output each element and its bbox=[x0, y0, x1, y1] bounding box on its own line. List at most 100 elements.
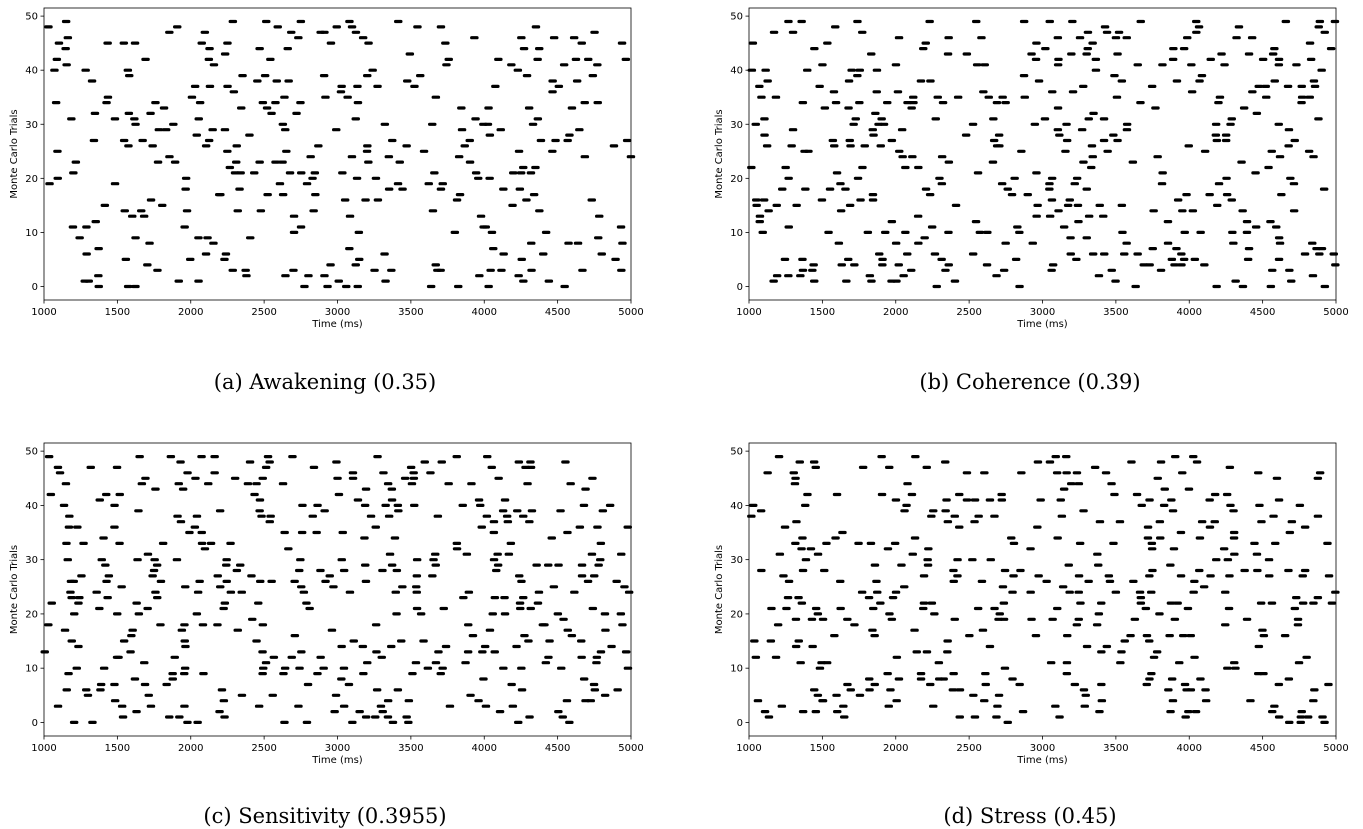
spike-marker bbox=[1197, 520, 1207, 524]
spike-marker bbox=[1087, 144, 1097, 148]
spike-marker bbox=[258, 101, 268, 105]
subfigure-caption: (a) Awakening (0.35) bbox=[214, 370, 436, 394]
spike-marker bbox=[526, 606, 535, 611]
spike-marker bbox=[1089, 111, 1098, 115]
spike-marker bbox=[1163, 241, 1173, 245]
spike-marker bbox=[442, 63, 451, 67]
spike-marker bbox=[482, 514, 492, 518]
spike-marker bbox=[330, 710, 339, 714]
spike-marker bbox=[278, 482, 288, 486]
spike-marker bbox=[217, 688, 227, 692]
spike-marker bbox=[1100, 25, 1110, 29]
spike-marker bbox=[943, 520, 953, 524]
spike-marker bbox=[1088, 252, 1098, 256]
spike-marker bbox=[303, 682, 313, 687]
spike-marker bbox=[220, 715, 229, 719]
spike-marker bbox=[836, 182, 845, 186]
spike-marker bbox=[232, 160, 241, 164]
spike-marker bbox=[1324, 574, 1334, 578]
spike-marker bbox=[515, 187, 525, 191]
spike-marker bbox=[937, 257, 946, 261]
spike-marker bbox=[941, 460, 950, 464]
spike-marker bbox=[1033, 460, 1043, 464]
spike-marker bbox=[594, 236, 603, 240]
spike-marker bbox=[53, 176, 62, 180]
spike-marker bbox=[899, 274, 908, 278]
spike-marker bbox=[1067, 482, 1076, 486]
spike-marker bbox=[471, 117, 480, 121]
spike-marker bbox=[497, 268, 506, 272]
spike-marker bbox=[914, 241, 923, 245]
subfigure-caption: (b) Coherence (0.39) bbox=[919, 370, 1140, 394]
spike-marker bbox=[1019, 19, 1029, 24]
spike-marker bbox=[373, 198, 383, 202]
spike-marker bbox=[540, 623, 549, 627]
spike-marker bbox=[980, 63, 989, 67]
spike-marker bbox=[1073, 203, 1083, 207]
spike-marker bbox=[788, 30, 798, 34]
spike-marker bbox=[515, 574, 524, 578]
spike-marker bbox=[326, 41, 336, 45]
spike-marker bbox=[1172, 247, 1181, 251]
spike-marker bbox=[756, 509, 766, 513]
spike-marker bbox=[1290, 138, 1299, 143]
y-tick-label: 40 bbox=[730, 66, 743, 77]
spike-marker bbox=[97, 558, 106, 562]
spike-marker bbox=[1186, 634, 1195, 638]
spike-marker bbox=[808, 268, 817, 272]
spike-marker bbox=[583, 579, 593, 583]
spike-marker bbox=[897, 128, 907, 132]
spike-marker bbox=[351, 30, 361, 34]
spike-marker bbox=[378, 568, 387, 573]
spike-marker bbox=[797, 547, 806, 551]
spike-marker bbox=[1265, 574, 1274, 578]
spike-marker bbox=[83, 693, 93, 697]
spike-marker bbox=[1118, 230, 1127, 234]
spike-marker bbox=[431, 95, 441, 99]
spike-marker bbox=[262, 19, 271, 24]
spike-marker bbox=[1097, 601, 1106, 605]
spike-marker bbox=[981, 682, 990, 687]
spike-marker bbox=[320, 274, 329, 278]
spike-marker bbox=[526, 460, 535, 464]
spike-marker bbox=[1102, 30, 1112, 34]
spike-marker bbox=[798, 536, 807, 540]
spike-marker bbox=[970, 520, 979, 524]
spike-marker bbox=[384, 187, 394, 191]
spike-marker bbox=[1284, 568, 1293, 573]
spike-marker bbox=[334, 492, 344, 497]
y-tick-label: 10 bbox=[730, 664, 743, 675]
spike-marker bbox=[1120, 639, 1129, 643]
spike-marker bbox=[316, 655, 325, 659]
spike-marker bbox=[525, 715, 534, 719]
spike-marker bbox=[255, 160, 264, 164]
spike-marker bbox=[287, 655, 296, 659]
spike-marker bbox=[319, 666, 328, 670]
spike-marker bbox=[1192, 19, 1201, 24]
spike-marker bbox=[1179, 47, 1189, 51]
spike-marker bbox=[320, 30, 329, 34]
spike-marker bbox=[567, 634, 577, 638]
spike-marker bbox=[1122, 241, 1131, 245]
y-axis-label: Monte Carlo Trials bbox=[714, 109, 725, 198]
spike-marker bbox=[1320, 284, 1330, 289]
spike-marker bbox=[1268, 268, 1277, 272]
spike-marker bbox=[95, 498, 104, 502]
spike-marker bbox=[1147, 547, 1157, 551]
spike-marker bbox=[528, 122, 538, 126]
spike-marker bbox=[1272, 476, 1282, 480]
spike-marker bbox=[493, 552, 502, 556]
spike-marker bbox=[204, 482, 213, 486]
spike-marker bbox=[1003, 720, 1012, 724]
spike-marker bbox=[66, 590, 75, 594]
y-tick-label: 20 bbox=[25, 174, 38, 185]
spike-marker bbox=[1264, 165, 1273, 170]
spike-marker bbox=[502, 514, 512, 518]
spike-marker bbox=[539, 252, 548, 256]
spike-marker bbox=[133, 558, 142, 562]
spike-marker bbox=[548, 79, 557, 83]
spike-markers bbox=[44, 19, 636, 289]
spike-marker bbox=[197, 41, 206, 45]
spike-marker bbox=[554, 84, 564, 88]
spike-marker bbox=[922, 465, 931, 469]
